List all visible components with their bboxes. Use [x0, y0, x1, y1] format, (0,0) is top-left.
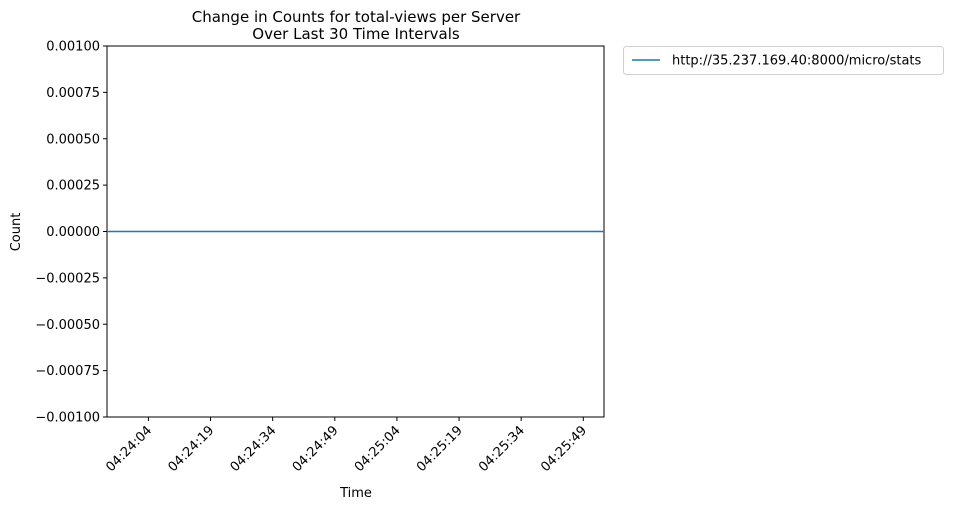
y-tick-label: 0.00075	[46, 86, 100, 101]
x-tick-label: 04:25:19	[414, 423, 466, 475]
chart-title: Change in Counts for total-views per Ser…	[192, 8, 521, 26]
y-tick-label: −0.00050	[35, 318, 100, 333]
x-axis-ticks: 04:24:04 04:24:19 04:24:34 04:24:49 04:25:04…	[103, 417, 590, 475]
y-axis-label: Count	[9, 213, 24, 252]
chart-subtitle: Over Last 30 Time Intervals	[252, 25, 460, 43]
x-tick-label: 04:25:49	[538, 423, 590, 475]
x-tick-label: 04:25:04	[352, 423, 404, 475]
x-tick-label: 04:24:19	[165, 423, 217, 475]
x-axis-label: Time	[339, 486, 372, 501]
y-axis-ticks: 0.00100 0.00075 0.00050 0.00025 0.00000 −0.00…	[35, 40, 107, 426]
plot-area	[106, 45, 605, 418]
legend: http://35.237.169.40:8000/micro/stats	[623, 46, 944, 75]
y-tick-label: 0.00025	[46, 179, 100, 194]
y-tick-label: −0.00075	[35, 364, 100, 379]
y-tick-label: −0.00100	[35, 411, 100, 426]
x-tick-label: 04:25:34	[476, 423, 528, 475]
y-tick-label: 0.00100	[46, 40, 100, 55]
y-tick-label: 0.00050	[46, 132, 100, 147]
x-tick-label: 04:24:34	[228, 423, 280, 475]
legend-box	[623, 46, 944, 75]
y-tick-label: −0.00025	[35, 271, 100, 286]
legend-label: http://35.237.169.40:8000/micro/stats	[672, 54, 922, 69]
x-tick-label: 04:24:04	[103, 423, 155, 475]
x-tick-label: 04:24:49	[290, 423, 342, 475]
y-tick-label: 0.00000	[46, 225, 100, 240]
